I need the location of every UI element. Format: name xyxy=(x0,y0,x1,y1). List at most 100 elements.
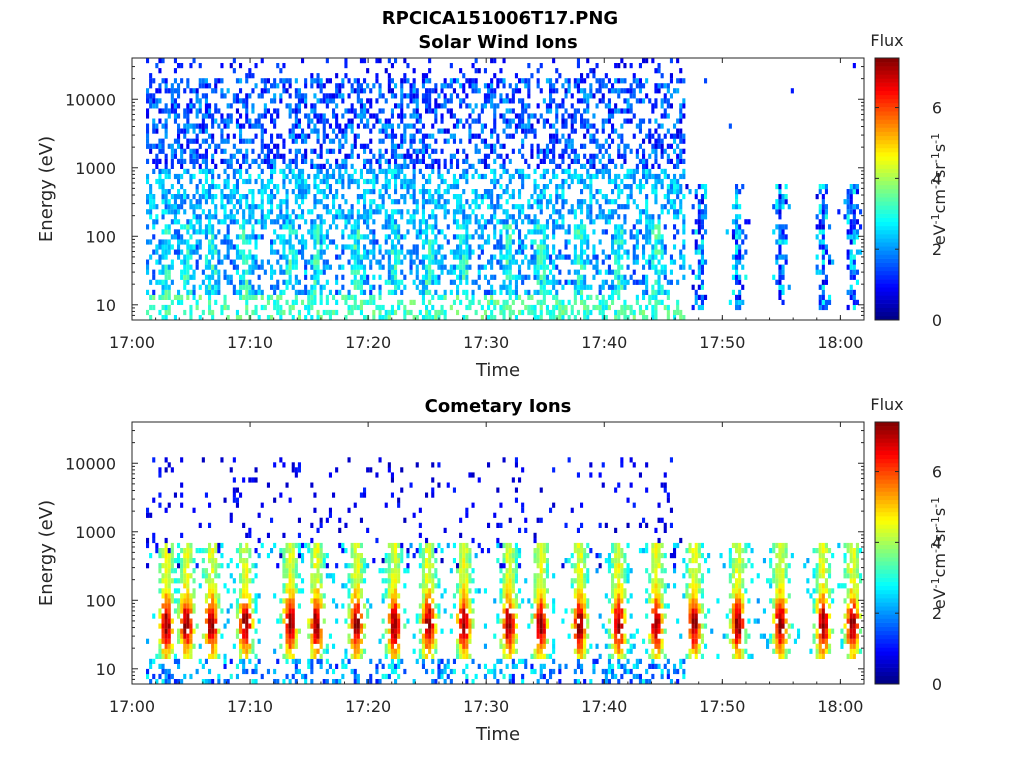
flux-cell xyxy=(350,229,354,235)
flux-cell xyxy=(487,189,491,195)
flux-cell xyxy=(167,199,171,205)
flux-cell xyxy=(251,224,255,230)
flux-cell xyxy=(270,133,274,139)
flux-cell xyxy=(849,249,853,255)
flux-cell xyxy=(632,244,636,250)
flux-cell xyxy=(654,244,658,250)
flux-cell xyxy=(555,189,559,195)
flux-cell xyxy=(164,224,168,230)
flux-cell xyxy=(425,315,429,321)
flux-cell xyxy=(468,244,472,250)
flux-cell xyxy=(319,189,323,195)
flux-cell xyxy=(645,304,649,311)
flux-cell xyxy=(208,583,212,589)
flux-cell xyxy=(263,78,267,84)
flux-cell xyxy=(341,178,345,185)
flux-cell xyxy=(415,158,419,164)
flux-cell xyxy=(387,234,391,240)
flux-cell xyxy=(223,294,227,300)
flux-cell xyxy=(549,138,553,144)
flux-cell xyxy=(846,209,850,215)
flux-cell xyxy=(310,78,314,84)
flux-cell xyxy=(611,108,615,114)
flux-cell xyxy=(620,153,624,159)
flux-cell xyxy=(586,209,590,215)
flux-cell xyxy=(251,138,255,144)
flux-cell xyxy=(694,299,698,305)
flux-cell xyxy=(180,148,184,154)
flux-cell xyxy=(242,294,246,300)
flux-cell xyxy=(397,254,401,260)
flux-cell xyxy=(576,63,580,69)
flux-cell xyxy=(325,98,329,104)
flux-cell xyxy=(387,219,391,225)
flux-cell xyxy=(266,294,270,300)
flux-cell xyxy=(192,643,196,649)
flux-cell xyxy=(208,522,212,528)
flux-cell xyxy=(412,178,416,185)
flux-cell xyxy=(369,284,373,290)
flux-cell xyxy=(341,274,345,280)
flux-cell xyxy=(555,289,559,295)
flux-cell xyxy=(428,214,432,220)
flux-cell xyxy=(310,224,314,230)
flux-cell xyxy=(679,78,683,84)
flux-cell xyxy=(146,638,150,644)
flux-cell xyxy=(505,189,509,195)
flux-cell xyxy=(412,123,416,129)
flux-cell xyxy=(338,204,342,210)
flux-cell xyxy=(502,279,506,285)
flux-cell xyxy=(471,189,475,195)
flux-cell xyxy=(449,158,453,164)
flux-cell xyxy=(598,289,602,295)
flux-cell xyxy=(149,199,153,205)
flux-cell xyxy=(390,229,394,235)
flux-cell xyxy=(533,269,537,275)
flux-cell xyxy=(573,229,577,235)
flux-cell xyxy=(530,143,534,149)
flux-cell xyxy=(297,194,301,200)
flux-cell xyxy=(260,234,264,240)
figure-title: RPCICA151006T17.PNG xyxy=(382,8,618,29)
flux-cell xyxy=(294,108,298,114)
flux-cell xyxy=(418,168,422,174)
flux-cell xyxy=(313,284,317,290)
flux-cell xyxy=(220,148,224,154)
flux-cell xyxy=(434,88,438,94)
flux-cell xyxy=(372,294,376,300)
flux-cell xyxy=(359,143,363,149)
flux-cell xyxy=(704,189,708,195)
flux-cell xyxy=(146,542,150,549)
flux-cell xyxy=(431,249,435,255)
flux-cell xyxy=(310,103,314,109)
flux-cell xyxy=(167,108,171,114)
flux-cell xyxy=(508,289,512,295)
flux-cell xyxy=(285,269,289,275)
flux-cell xyxy=(846,249,850,255)
flux-cell xyxy=(260,184,264,190)
flux-cell xyxy=(161,239,165,245)
flux-cell xyxy=(542,299,546,305)
flux-cell xyxy=(462,214,466,220)
flux-cell xyxy=(428,189,432,195)
flux-cell xyxy=(189,224,193,230)
flux-cell xyxy=(304,244,308,250)
flux-cell xyxy=(400,83,404,89)
flux-cell xyxy=(558,153,562,159)
flux-cell xyxy=(359,88,363,94)
flux-cell xyxy=(852,264,856,270)
flux-cell xyxy=(580,209,584,215)
flux-cell xyxy=(369,158,373,164)
flux-cell xyxy=(211,244,215,250)
flux-cell xyxy=(304,315,308,321)
flux-cell xyxy=(462,234,466,240)
flux-cell xyxy=(465,244,469,250)
flux-cell xyxy=(682,214,686,220)
flux-cell xyxy=(607,178,611,185)
flux-cell xyxy=(338,143,342,149)
flux-cell xyxy=(778,224,782,230)
flux-cell xyxy=(828,259,832,265)
flux-cell xyxy=(632,199,636,205)
flux-cell xyxy=(601,315,605,321)
flux-cell xyxy=(580,234,584,240)
